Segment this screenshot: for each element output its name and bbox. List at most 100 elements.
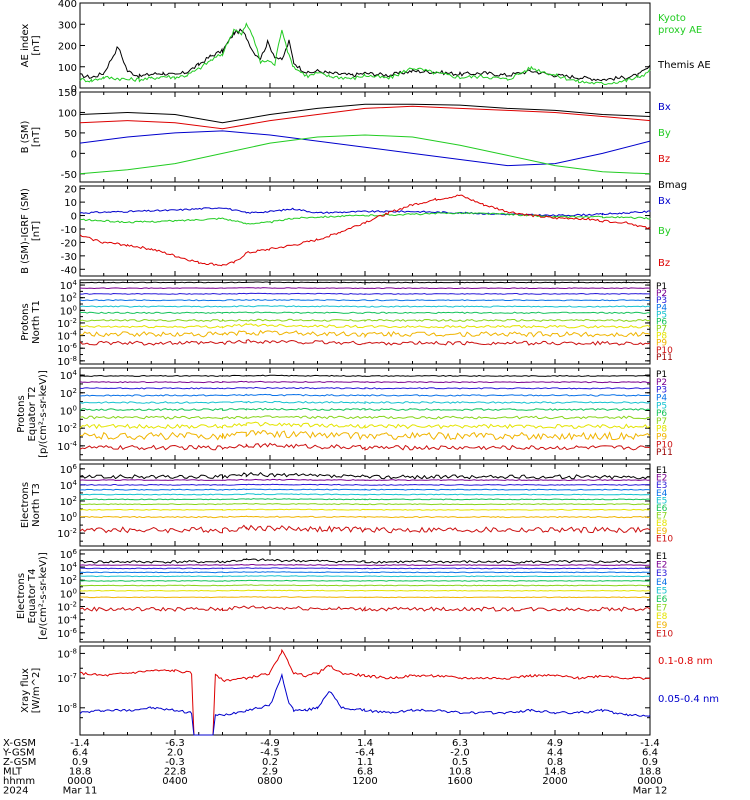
series-line <box>79 28 651 82</box>
x-row-value: 2.9 <box>262 767 278 778</box>
x-row-value: -0.3 <box>165 757 185 768</box>
legend-entry: Bmag <box>658 180 687 191</box>
x-row-value: 4.9 <box>547 738 563 749</box>
legend-entry: P1 <box>656 282 667 292</box>
y-tick-label: 10-2 <box>57 317 77 330</box>
x-row-value: -4.5 <box>260 748 280 759</box>
series-line <box>79 105 651 130</box>
x-row-label: MLT <box>3 767 23 778</box>
y-tick-label: 106 <box>60 548 78 561</box>
channel-line <box>79 393 651 397</box>
y-tick-label: -10 <box>61 225 77 236</box>
y-tick-label: 300 <box>58 20 77 31</box>
y-tick-label: 0 <box>71 84 77 95</box>
channel-line <box>79 605 651 612</box>
x-row-label: 2024 <box>3 786 28 797</box>
channel-line <box>79 488 651 491</box>
legend-entry: E3 <box>656 569 667 579</box>
x-row-value: 10.8 <box>449 767 471 778</box>
channel-line <box>79 281 651 284</box>
channel-line <box>79 415 651 420</box>
y-tick-label: 106 <box>60 463 78 476</box>
x-row-value: Mar 11 <box>63 786 98 797</box>
y-tick-label: 102 <box>60 292 77 305</box>
panel-frame <box>79 645 651 736</box>
legend-entry: P11 <box>656 353 673 363</box>
y-axis-label: Equator T4 <box>27 569 38 624</box>
legend-entry: E5 <box>656 496 667 506</box>
legend-entry: By <box>658 128 671 139</box>
x-row-value: 0800 <box>257 776 282 787</box>
legend-entry: Bx <box>658 196 671 207</box>
y-tick-label: 104 <box>60 279 78 292</box>
legend-entry: E2 <box>656 561 667 571</box>
channel-line <box>80 596 651 599</box>
channel-line <box>79 483 651 486</box>
legend-entry: E7 <box>656 604 667 614</box>
x-row-value: 0.9 <box>72 757 88 768</box>
y-axis-label: B (SM) <box>20 120 31 153</box>
y-tick-label: -50 <box>61 170 77 181</box>
x-row-value: 6.3 <box>452 738 468 749</box>
channel-line <box>79 471 651 480</box>
legend-entry: P11 <box>656 448 673 458</box>
panel-3: -40 -30 -20 -10 0 10 20 B (SM)-IGRF (SM) [nT] Bx B… <box>20 185 671 277</box>
channel-line <box>79 502 651 506</box>
y-tick-label: 10-4 <box>57 440 77 453</box>
x-row-value: 18.8 <box>639 767 661 778</box>
legend-entry: 0.1-0.8 nm <box>658 656 713 667</box>
legend-entry: E6 <box>656 504 668 514</box>
legend-entry: E4 <box>656 489 668 499</box>
legend-entry: E3 <box>656 481 667 491</box>
x-row-value: 0000 <box>67 776 92 787</box>
y-tick-label: 100 <box>58 63 77 74</box>
series-line <box>79 194 651 267</box>
legend-entry: E4 <box>656 578 668 588</box>
channel-line <box>79 318 651 322</box>
y-tick-label: 10-2 <box>57 601 77 614</box>
x-row-value: 0000 <box>637 776 662 787</box>
x-row-value: 1600 <box>447 776 472 787</box>
channel-line <box>79 380 651 384</box>
x-row-value: 2000 <box>542 776 567 787</box>
x-row-label: Y-GSM <box>2 748 35 759</box>
legend-entry: P3 <box>656 296 667 306</box>
series-line <box>79 648 651 736</box>
x-row-value: -2.0 <box>450 748 470 759</box>
y-tick-label: 20 <box>64 185 77 196</box>
y-tick-label: 200 <box>58 42 77 53</box>
series-line <box>79 672 651 736</box>
panel-2: -50 0 50 100 150 B (SM) [nT] Bx By Bz Bmag <box>20 88 687 191</box>
y-tick-label: 10-2 <box>57 422 77 435</box>
x-row-label: hhmm <box>3 776 35 787</box>
x-row-value: 0400 <box>162 776 187 787</box>
x-row-value: 6.4 <box>642 748 658 759</box>
channel-line <box>79 558 651 564</box>
panel-8: 10-8 10-7 10-8 Xray flux [W/m^2] 0.1-0.8 nm 0.… <box>20 645 719 736</box>
y-axis-label: Protons <box>20 303 31 340</box>
channel-line <box>79 322 651 329</box>
x-row-value: 22.8 <box>164 767 186 778</box>
y-tick-label: 0 <box>71 212 77 223</box>
channel-line <box>79 584 651 587</box>
legend-entry: Themis AE <box>657 60 711 71</box>
y-tick-label: 104 <box>60 479 78 492</box>
series-line <box>79 134 651 175</box>
channel-line <box>79 305 651 308</box>
legend-entry: P7 <box>656 325 667 335</box>
legend-entry: Bz <box>658 154 670 165</box>
x-row-value: 2.0 <box>167 748 183 759</box>
legend-entry: E1 <box>656 552 667 562</box>
y-axis-label: Electrons <box>20 482 31 528</box>
legend-entry: P4 <box>656 303 667 313</box>
x-row-value: 0.9 <box>642 757 658 768</box>
x-row-value: 1200 <box>352 776 377 787</box>
y-tick-label: 102 <box>60 387 77 400</box>
channel-line <box>79 311 651 315</box>
series-line <box>79 207 651 217</box>
legend-entry: E9 <box>656 621 668 631</box>
